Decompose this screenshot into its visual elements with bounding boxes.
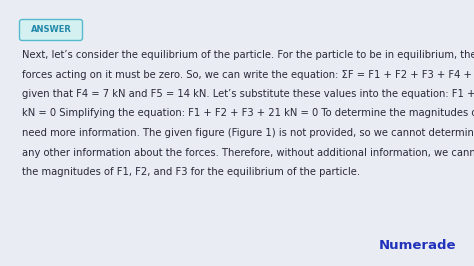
Text: ANSWER: ANSWER [30, 26, 72, 35]
Text: Numerade: Numerade [379, 239, 456, 252]
Text: kN = 0 Simplifying the equation: F1 + F2 + F3 + 21 kN = 0 To determine the magni: kN = 0 Simplifying the equation: F1 + F2… [22, 109, 474, 118]
Text: forces acting on it must be zero. So, we can write the equation: ΣF = F1 + F2 + : forces acting on it must be zero. So, we… [22, 69, 474, 80]
Text: any other information about the forces. Therefore, without additional informatio: any other information about the forces. … [22, 148, 474, 157]
Text: Next, let’s consider the equilibrium of the particle. For the particle to be in : Next, let’s consider the equilibrium of … [22, 50, 474, 60]
Text: need more information. The given figure (Figure 1) is not provided, so we cannot: need more information. The given figure … [22, 128, 474, 138]
Text: given that F4 = 7 kN and F5 = 14 kN. Let’s substitute these values into the equa: given that F4 = 7 kN and F5 = 14 kN. Let… [22, 89, 474, 99]
FancyBboxPatch shape [19, 19, 82, 40]
Text: the magnitudes of F1, F2, and F3 for the equilibrium of the particle.: the magnitudes of F1, F2, and F3 for the… [22, 167, 360, 177]
